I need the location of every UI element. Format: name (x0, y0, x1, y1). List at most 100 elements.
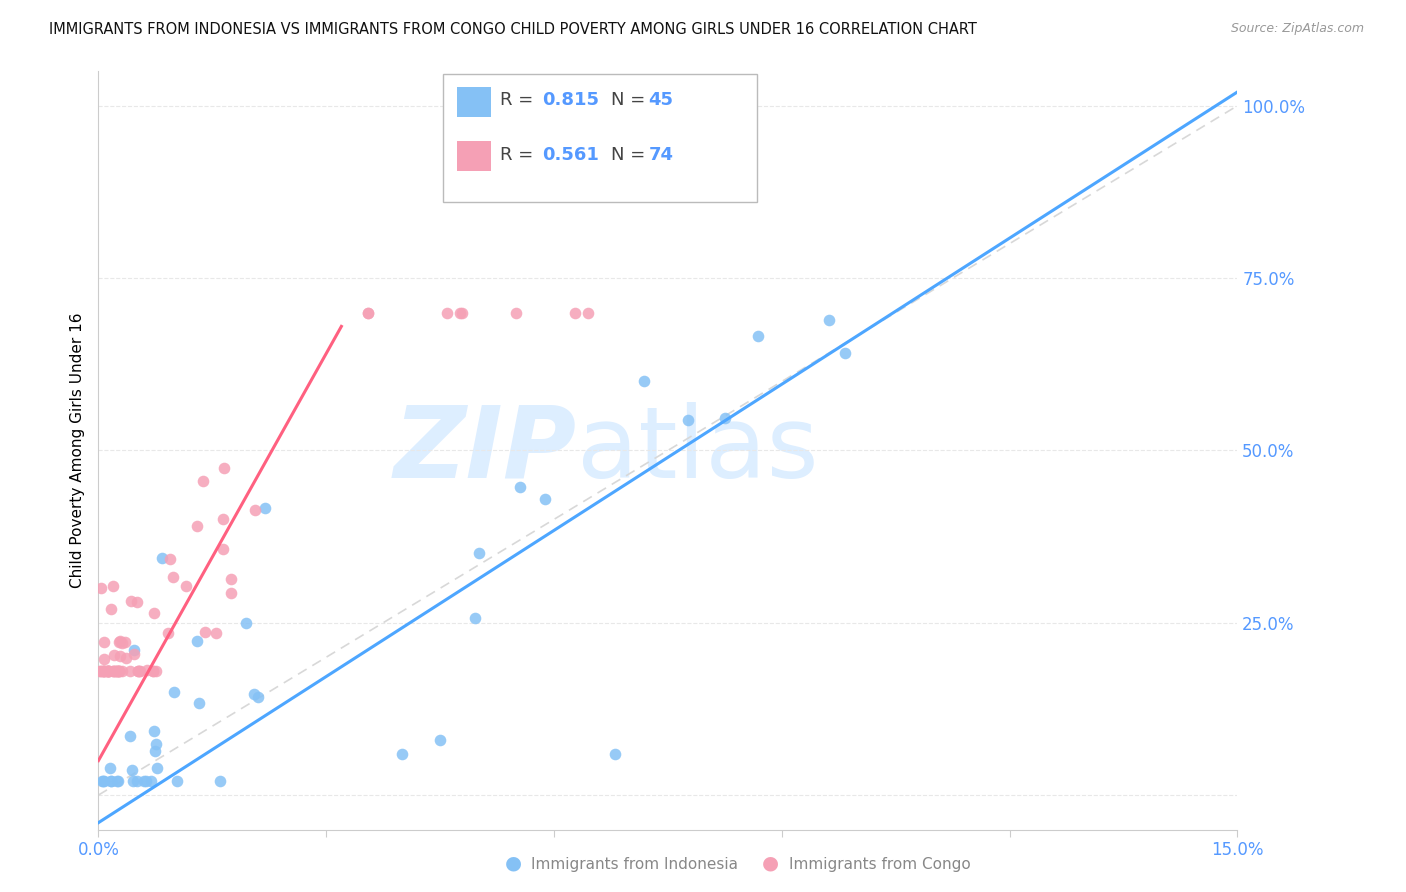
Point (105, 664, 128, 678)
Point (101, 664, 124, 678)
Point (174, 578, 197, 592)
Point (429, 733, 451, 747)
Point (678, 413, 700, 427)
Point (89, 664, 111, 678)
Point (97, 664, 120, 678)
Text: N =: N = (612, 91, 651, 109)
Point (103, 648, 125, 663)
Point (194, 625, 217, 640)
Point (120, 593, 142, 607)
Point (156, 626, 179, 640)
Text: R =: R = (501, 145, 540, 164)
Point (162, 569, 184, 583)
Point (93, 664, 115, 678)
Point (122, 643, 145, 657)
Point (603, 747, 626, 761)
Point (134, 774, 156, 789)
Point (89, 664, 111, 678)
Point (564, 305, 586, 319)
Point (581, 127, 603, 141)
Point (90, 581, 112, 595)
Point (191, 474, 214, 488)
Point (136, 664, 159, 678)
Point (114, 650, 136, 665)
Text: IMMIGRANTS FROM INDONESIA VS IMMIGRANTS FROM CONGO CHILD POVERTY AMONG GIRLS UND: IMMIGRANTS FROM INDONESIA VS IMMIGRANTS … (49, 22, 977, 37)
Point (163, 685, 186, 699)
Point (114, 635, 136, 649)
Point (93, 664, 115, 678)
Point (105, 664, 128, 678)
Point (111, 664, 134, 678)
Point (150, 551, 173, 566)
Point (103, 664, 125, 678)
Point (188, 696, 211, 710)
Point (246, 690, 269, 704)
Point (534, 492, 557, 507)
Point (129, 664, 152, 678)
Text: ZIP: ZIP (394, 402, 576, 499)
Point (125, 774, 148, 789)
Point (127, 664, 149, 678)
Point (449, 305, 471, 319)
Point (97, 664, 120, 678)
Point (97, 664, 120, 678)
Point (91, 774, 114, 789)
Point (91, 664, 114, 678)
Point (100, 602, 122, 616)
Point (436, 305, 458, 319)
Point (100, 774, 122, 789)
FancyBboxPatch shape (443, 74, 756, 202)
Text: Immigrants from Congo: Immigrants from Congo (789, 857, 970, 872)
Point (105, 664, 128, 678)
Point (543, 133, 565, 147)
Point (107, 664, 129, 678)
Point (219, 573, 242, 587)
Point (143, 744, 166, 758)
Point (121, 774, 143, 789)
Point (576, 305, 599, 319)
Point (356, 306, 378, 320)
Point (235, 615, 257, 630)
Point (159, 552, 181, 566)
Text: ●: ● (762, 854, 779, 872)
Point (391, 747, 413, 761)
Point (120, 664, 142, 678)
Text: ●: ● (505, 854, 522, 872)
Point (93, 635, 115, 649)
Point (142, 664, 165, 678)
Point (145, 761, 167, 775)
Point (93, 652, 115, 666)
Text: atlas: atlas (576, 402, 818, 499)
Point (464, 611, 486, 625)
Point (101, 579, 124, 593)
Text: Immigrants from Indonesia: Immigrants from Indonesia (531, 857, 738, 872)
Y-axis label: Child Poverty Among Girls Under 16: Child Poverty Among Girls Under 16 (69, 313, 84, 588)
Point (127, 664, 149, 678)
Point (357, 305, 380, 319)
Point (108, 664, 131, 678)
Text: N =: N = (612, 145, 651, 164)
Point (818, 313, 841, 327)
Point (186, 633, 208, 648)
Text: 0.815: 0.815 (543, 91, 599, 109)
Text: 45: 45 (648, 91, 673, 109)
Point (505, 305, 527, 319)
Point (98, 761, 121, 775)
Text: 74: 74 (648, 145, 673, 164)
Point (166, 774, 188, 789)
Point (96, 664, 118, 678)
Point (111, 636, 134, 650)
Point (128, 664, 150, 678)
Point (100, 774, 122, 789)
Point (214, 460, 236, 475)
Point (212, 541, 235, 556)
Text: R =: R = (501, 91, 540, 109)
Point (143, 606, 166, 620)
Point (145, 738, 167, 752)
Point (118, 730, 141, 744)
Point (97, 664, 120, 678)
Point (714, 411, 737, 425)
Point (208, 774, 231, 789)
Point (747, 329, 769, 343)
Point (107, 774, 129, 789)
